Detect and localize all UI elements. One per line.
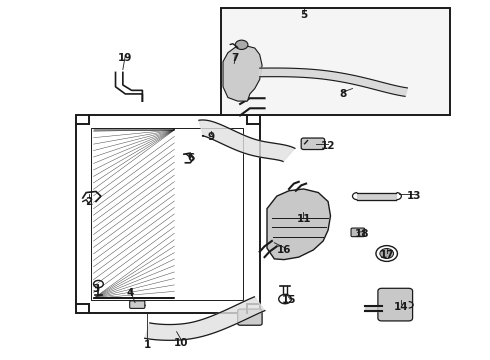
Text: 17: 17 bbox=[379, 250, 394, 260]
Text: 11: 11 bbox=[296, 215, 311, 224]
Bar bbox=[220, 8, 450, 116]
Circle shape bbox=[380, 248, 393, 258]
Text: 7: 7 bbox=[232, 53, 239, 63]
Text: 1: 1 bbox=[144, 340, 151, 350]
Text: 9: 9 bbox=[207, 132, 214, 142]
Polygon shape bbox=[260, 68, 407, 96]
FancyBboxPatch shape bbox=[238, 309, 262, 325]
Bar bbox=[76, 116, 260, 313]
Text: 4: 4 bbox=[126, 288, 134, 298]
Text: 8: 8 bbox=[339, 89, 346, 99]
FancyBboxPatch shape bbox=[378, 288, 413, 321]
FancyBboxPatch shape bbox=[301, 138, 325, 149]
Circle shape bbox=[235, 40, 248, 49]
Text: 5: 5 bbox=[300, 10, 307, 20]
Text: 3: 3 bbox=[92, 284, 99, 294]
FancyBboxPatch shape bbox=[351, 228, 365, 237]
Text: 19: 19 bbox=[118, 53, 132, 63]
Text: 13: 13 bbox=[406, 191, 421, 201]
Polygon shape bbox=[223, 45, 262, 101]
FancyBboxPatch shape bbox=[130, 301, 145, 309]
Text: 12: 12 bbox=[321, 141, 335, 151]
Text: 2: 2 bbox=[85, 197, 92, 207]
Text: 6: 6 bbox=[188, 153, 195, 163]
Text: 10: 10 bbox=[174, 338, 189, 348]
Polygon shape bbox=[199, 120, 295, 162]
Polygon shape bbox=[145, 297, 265, 340]
Text: 16: 16 bbox=[277, 245, 292, 255]
Text: 15: 15 bbox=[282, 295, 296, 305]
Bar bbox=[91, 128, 243, 300]
Polygon shape bbox=[267, 189, 331, 260]
Text: 14: 14 bbox=[394, 302, 409, 312]
Text: 18: 18 bbox=[355, 229, 369, 239]
